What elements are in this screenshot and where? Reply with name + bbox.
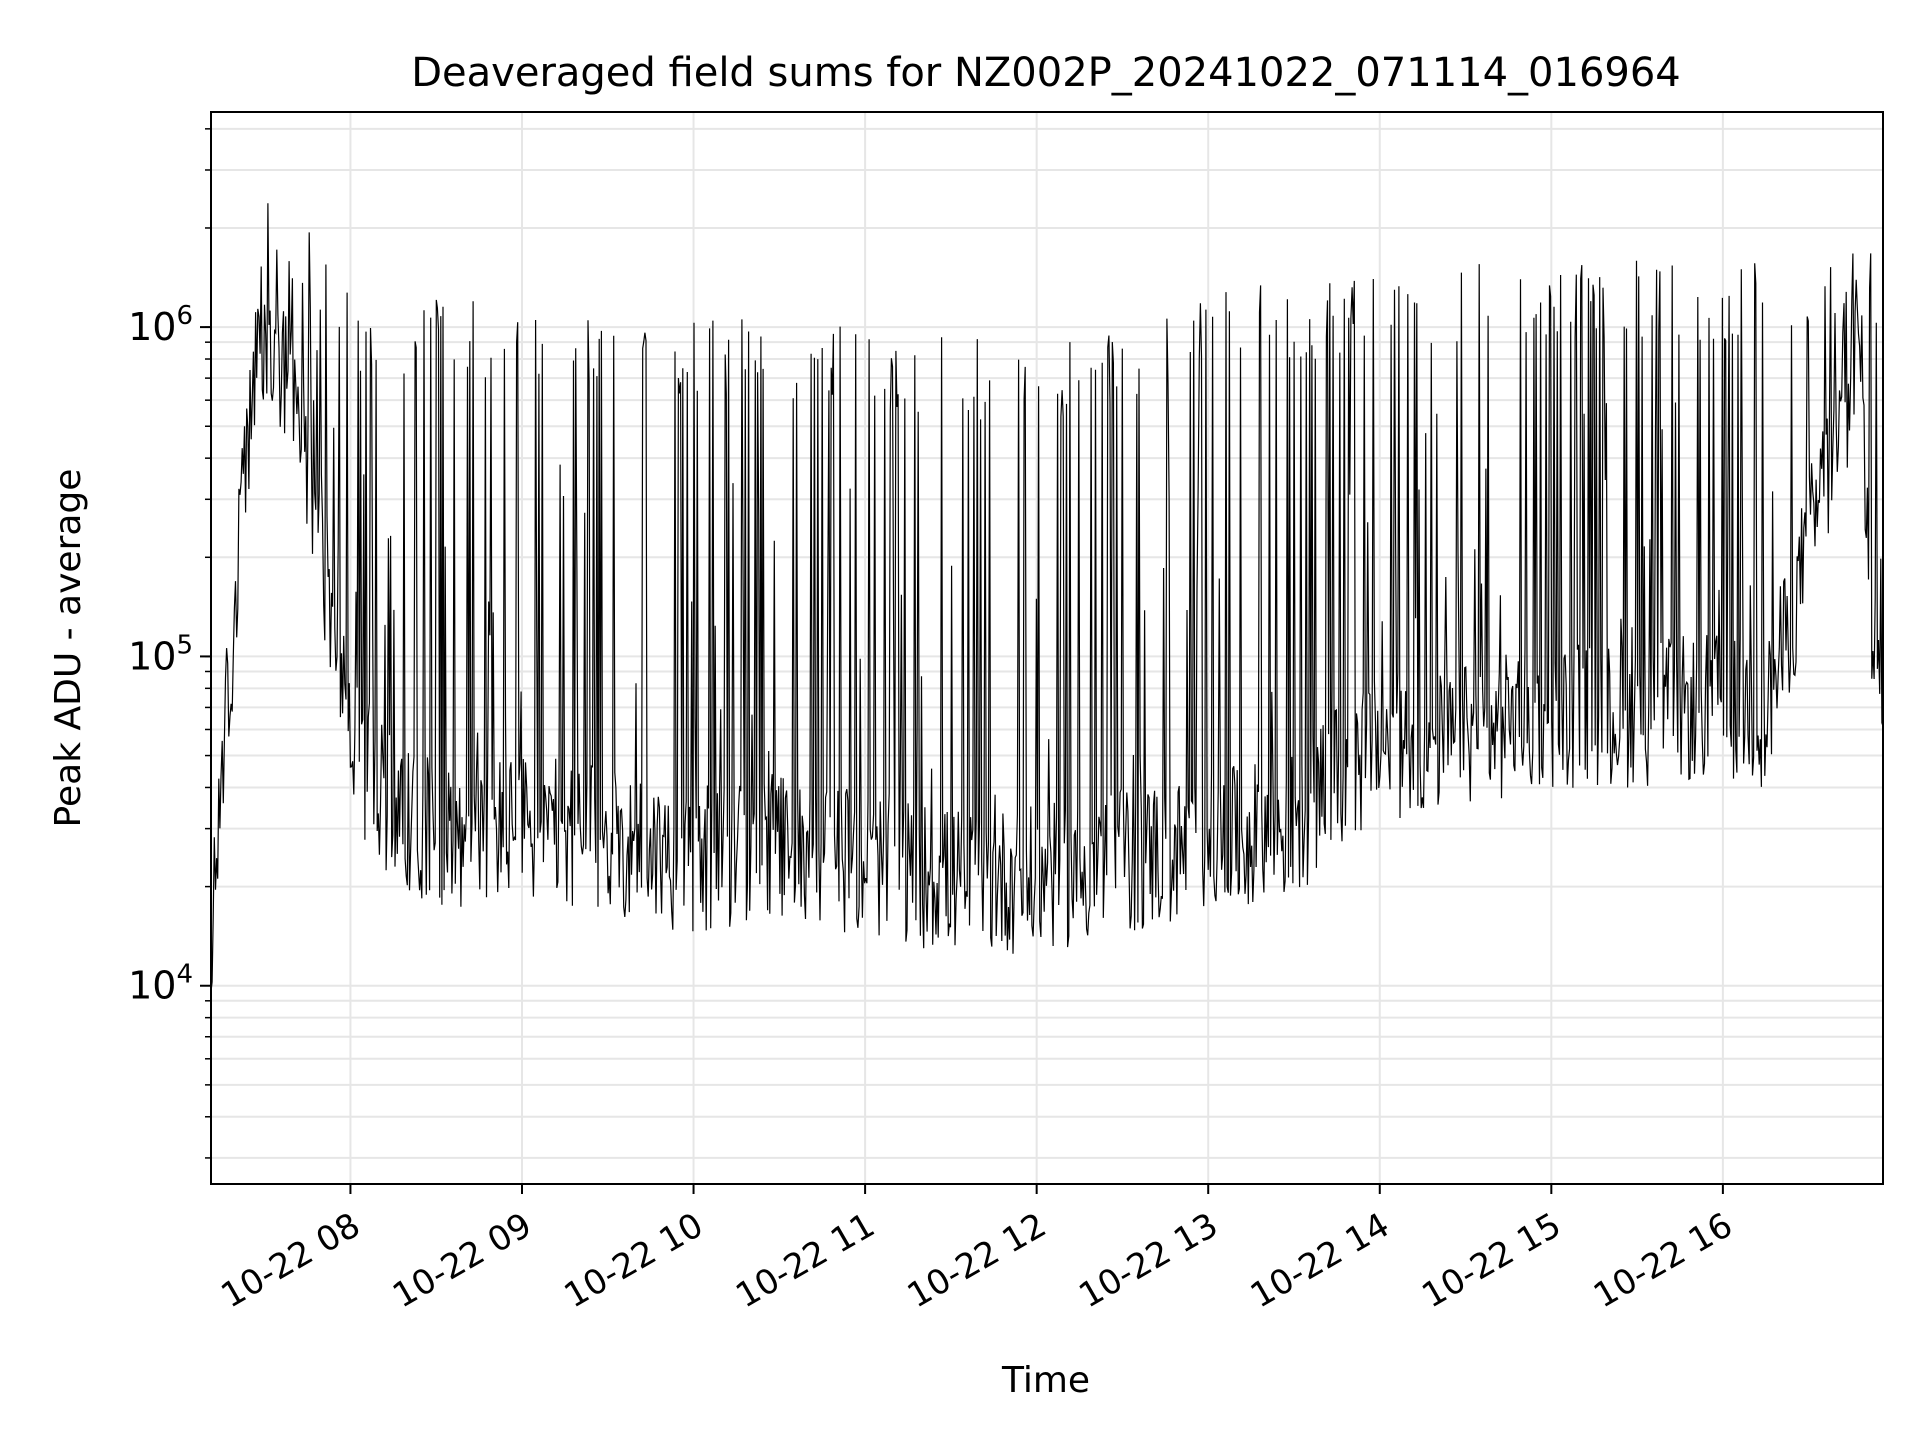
x-tick-label: 10-22 08 bbox=[215, 1205, 367, 1316]
x-axis-label: Time bbox=[1001, 1360, 1090, 1401]
series-line bbox=[210, 203, 1884, 992]
x-tick-label: 10-22 15 bbox=[1415, 1205, 1567, 1316]
y-axis-label: Peak ADU - average bbox=[48, 469, 89, 828]
y-tick-label: 104 bbox=[128, 960, 193, 1008]
y-tick-label: 106 bbox=[128, 301, 193, 349]
series-path bbox=[210, 203, 1884, 992]
chart-title: Deaveraged field sums for NZ002P_2024102… bbox=[411, 50, 1681, 96]
x-tick-label: 10-22 12 bbox=[901, 1205, 1053, 1316]
x-tick-label: 10-22 16 bbox=[1587, 1205, 1739, 1316]
plot-frame bbox=[210, 111, 1884, 1185]
x-tick-label: 10-22 14 bbox=[1244, 1205, 1396, 1316]
x-tick-label: 10-22 11 bbox=[729, 1205, 881, 1316]
x-tick-label: 10-22 13 bbox=[1072, 1205, 1224, 1316]
x-tick-label: 10-22 10 bbox=[558, 1205, 710, 1316]
x-tick-label: 10-22 09 bbox=[386, 1205, 538, 1316]
y-tick-label: 105 bbox=[128, 630, 193, 678]
